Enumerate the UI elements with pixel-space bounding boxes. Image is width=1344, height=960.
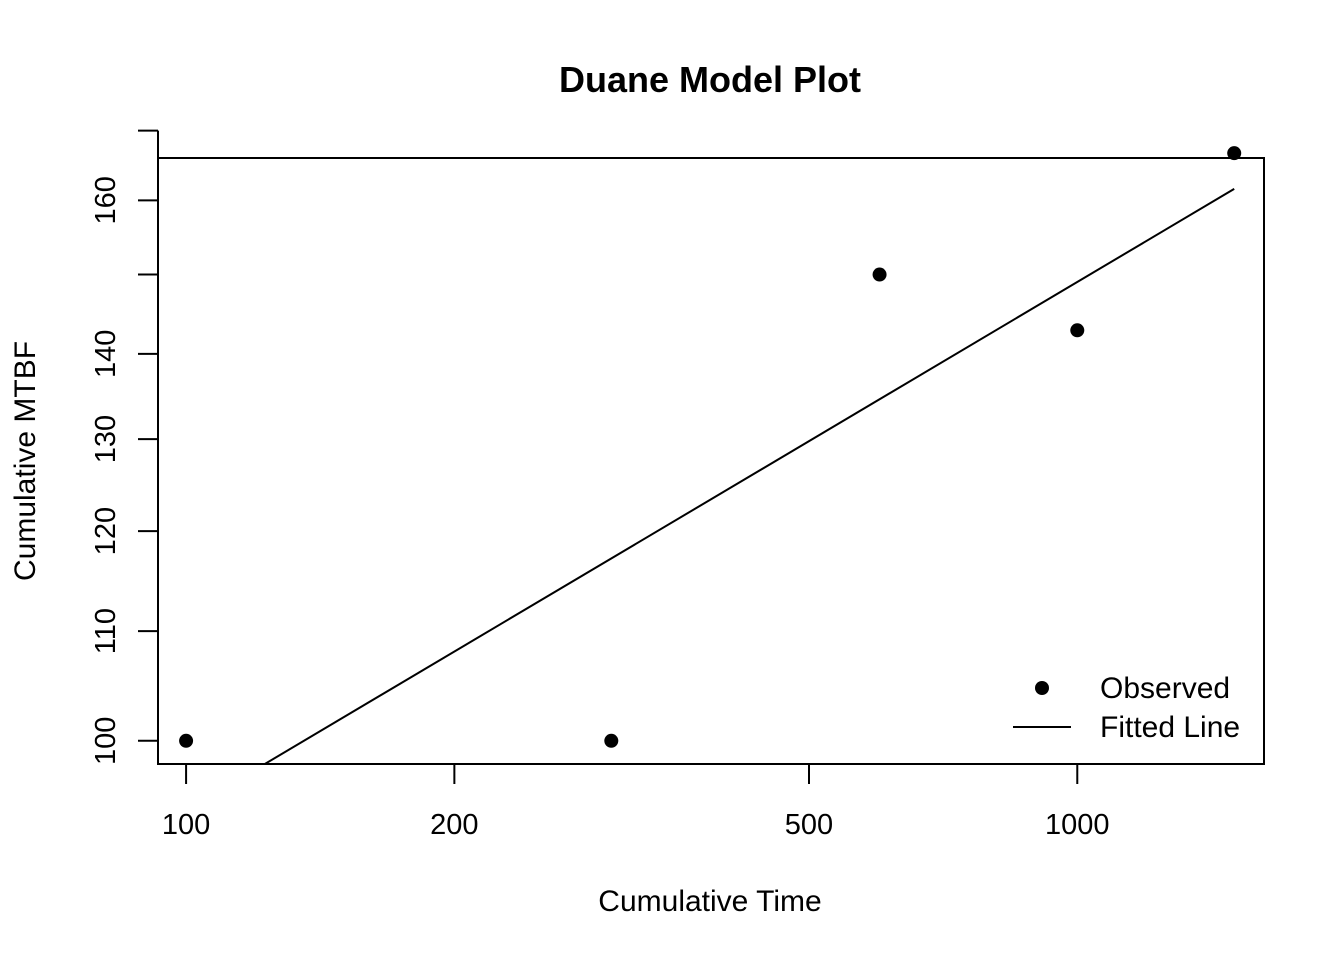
- y-tick-label-1: 110: [90, 608, 122, 654]
- observed-point-4: [1227, 146, 1242, 161]
- legend: Observed Fitted Line: [1013, 672, 1240, 744]
- observed-point-2: [872, 267, 887, 282]
- legend-label-0: Observed: [1100, 672, 1230, 705]
- chart-title: Duane Model Plot: [559, 59, 861, 100]
- plot-frame: [157, 157, 1265, 765]
- y-tick-label-6: 160: [90, 176, 122, 224]
- x-tick-label-0: 100: [162, 809, 210, 841]
- fitted-line-layer: [262, 188, 1235, 764]
- observed-point-1: [604, 733, 619, 748]
- legend-point-symbol: [1035, 681, 1049, 695]
- x-tick-label-2: 500: [785, 809, 833, 841]
- y-axis: 100 110 120 130 140 160: [90, 129, 159, 765]
- x-tick-label-3: 1000: [1045, 809, 1110, 841]
- x-axis: 100 200 500 1000: [162, 763, 1110, 841]
- x-tick-label-1: 200: [430, 809, 478, 841]
- y-tick-label-4: 140: [90, 330, 122, 378]
- y-tick-label-2: 120: [90, 507, 122, 555]
- y-tick-label-3: 130: [90, 415, 122, 463]
- fitted-line: [262, 188, 1235, 764]
- observed-points-layer: [179, 146, 1242, 748]
- y-axis-label: Cumulative MTBF: [9, 341, 42, 581]
- y-tick-label-0: 100: [90, 717, 122, 765]
- legend-label-1: Fitted Line: [1100, 711, 1240, 744]
- observed-point-3: [1070, 323, 1085, 338]
- x-axis-label: Cumulative Time: [598, 885, 821, 918]
- observed-point-0: [179, 733, 194, 748]
